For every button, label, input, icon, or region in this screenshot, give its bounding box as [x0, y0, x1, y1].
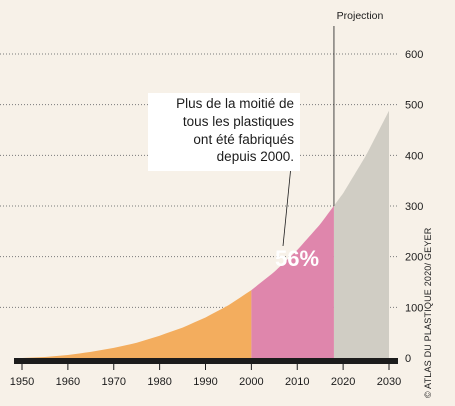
y-tick-label: 200	[405, 252, 423, 264]
area-segments	[22, 110, 389, 358]
y-tick-label: 100	[405, 302, 423, 314]
y-tick-label: 0	[405, 353, 411, 365]
area-segment	[22, 290, 252, 358]
x-tick-label: 1960	[56, 376, 80, 388]
callout-line: ont été fabriqués	[193, 131, 294, 147]
y-axis-ticks: 0 100 200 300 400 500 600	[405, 49, 423, 365]
y-tick-label: 500	[405, 100, 423, 112]
y-tick-label: 400	[405, 150, 423, 162]
x-tick-label: 2030	[377, 376, 401, 388]
source-credit: © ATLAS DU PLASTIQUE 2020/ GEYER	[423, 227, 433, 398]
area-segment	[333, 110, 389, 358]
area-segment	[251, 205, 334, 358]
projection-label: Projection	[337, 10, 384, 22]
x-tick-label: 1980	[147, 376, 171, 388]
x-tick-label: 2000	[239, 376, 263, 388]
x-tick-label: 2020	[331, 376, 355, 388]
annotation-callout: Plus de la moitié de tous les plastiques…	[148, 93, 300, 172]
y-tick-label: 300	[405, 201, 423, 213]
y-tick-label: 600	[405, 49, 423, 61]
x-axis-bar	[14, 358, 398, 364]
annotations: Projection 56%	[275, 10, 384, 271]
callout-line: tous les plastiques	[182, 113, 294, 129]
x-tick-label: 1970	[102, 376, 126, 388]
x-tick-label: 1990	[193, 376, 217, 388]
x-tick-label: 1950	[10, 376, 34, 388]
x-axis: 1950 1960 1970 1980 1990 2000 2010 2020 2030	[10, 358, 401, 388]
callout-line: Plus de la moitié de	[176, 96, 294, 111]
callout-leader	[282, 165, 292, 247]
callout-line: depuis 2000.	[216, 149, 294, 165]
x-tick-label: 2010	[285, 376, 309, 388]
share-percentage-label: 56%	[275, 246, 319, 271]
